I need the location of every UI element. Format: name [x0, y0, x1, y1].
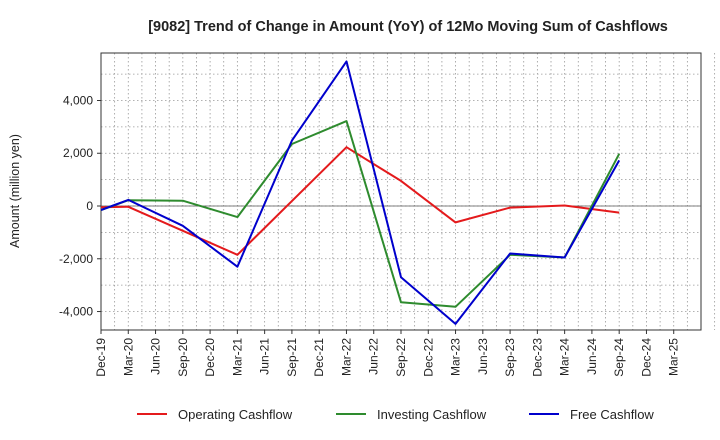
x-tick-label: Sep-20 — [176, 338, 190, 377]
x-tick-label: Sep-24 — [612, 338, 626, 377]
x-tick-label: Dec-20 — [203, 338, 217, 377]
x-tick-label: Dec-24 — [639, 338, 653, 377]
legend-label-investing-cashflow: Investing Cashflow — [377, 407, 487, 422]
y-tick-label: 2,000 — [63, 146, 93, 160]
x-tick-label: Mar-24 — [558, 338, 572, 376]
x-tick-label: Sep-23 — [503, 338, 517, 377]
x-tick-label: Dec-21 — [312, 338, 326, 377]
x-tick-label: Sep-22 — [394, 338, 408, 377]
series-group — [100, 60, 621, 325]
legend-label-operating-cashflow: Operating Cashflow — [178, 407, 293, 422]
x-tick-label: Jun-24 — [585, 338, 599, 375]
x-tick-label: Mar-25 — [667, 338, 681, 376]
x-tick-label: Mar-20 — [121, 338, 135, 376]
x-tick-label: Jun-22 — [367, 338, 381, 375]
x-tick-label: Jun-20 — [149, 338, 163, 375]
legend: Operating Cashflow Investing Cashflow Free… — [137, 407, 654, 422]
x-tick-label: Dec-22 — [421, 338, 435, 377]
y-tick-label: 0 — [86, 199, 93, 213]
grid — [100, 53, 716, 330]
legend-label-free-cashflow: Free Cashflow — [570, 407, 654, 422]
x-axis-ticks: Dec-19 Mar-20 Jun-20 Sep-20 Dec-20 Mar-21 Jun-… — [94, 330, 681, 377]
plot-frame — [100, 52, 702, 331]
x-tick-label: Dec-23 — [530, 338, 544, 377]
x-tick-label: Jun-21 — [258, 338, 272, 375]
chart-title: [9082] Trend of Change in Amount (YoY) o… — [148, 19, 668, 35]
y-axis-ticks: -4,000 -2,000 0 2,000 4,000 — [59, 93, 101, 319]
y-tick-label: -4,000 — [59, 305, 93, 319]
x-tick-label: Jun-23 — [476, 338, 490, 375]
x-tick-label: Mar-22 — [339, 338, 353, 376]
y-axis-label: Amount (million yen) — [8, 134, 22, 248]
free-cashflow-line — [100, 60, 621, 325]
x-tick-label: Mar-23 — [449, 338, 463, 376]
x-tick-label: Sep-21 — [285, 338, 299, 377]
y-tick-label: 4,000 — [63, 93, 93, 107]
operating-cashflow-line — [100, 146, 620, 256]
x-tick-label: Mar-21 — [230, 338, 244, 376]
y-tick-label: -2,000 — [59, 252, 93, 266]
x-tick-label: Dec-19 — [94, 338, 108, 377]
